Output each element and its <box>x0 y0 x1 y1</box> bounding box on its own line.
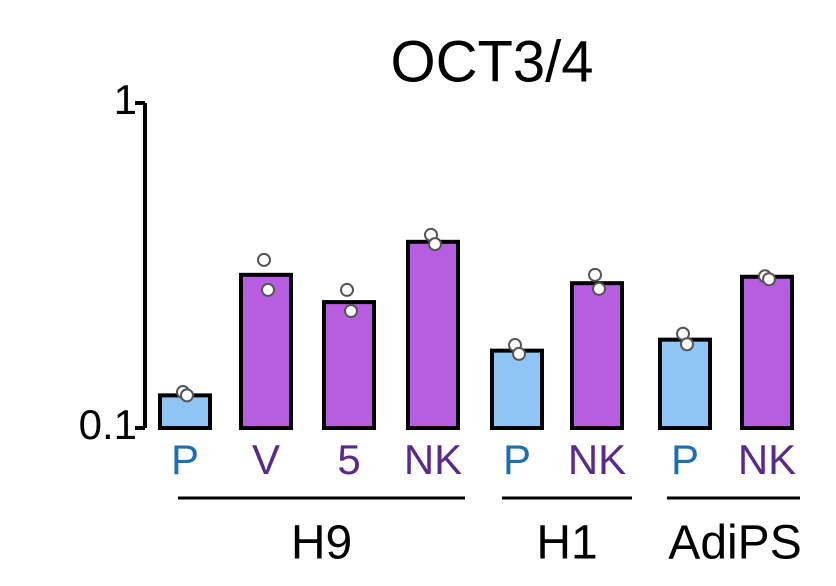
x-tick-label: P <box>503 436 531 483</box>
bar <box>570 281 624 430</box>
bar <box>740 274 794 430</box>
x-tick-label: P <box>671 436 699 483</box>
bar <box>406 239 460 430</box>
data-point <box>257 252 271 267</box>
data-point <box>762 272 776 287</box>
x-tick-label: 5 <box>337 436 360 483</box>
x-tick-label: NK <box>404 436 462 483</box>
x-tick-label: P <box>171 436 199 483</box>
data-point <box>428 237 442 252</box>
y-tick-label: 1 <box>114 76 137 123</box>
group-label: H1 <box>536 517 597 570</box>
chart-title: OCT3/4 <box>390 29 593 94</box>
group-label: H9 <box>291 517 352 570</box>
bar <box>490 348 544 430</box>
data-point <box>340 282 354 297</box>
group-label: AdiPS <box>668 517 801 570</box>
x-tick-label: V <box>252 436 280 483</box>
bar <box>239 272 293 430</box>
y-tick-label: 0.1 <box>79 401 137 448</box>
data-point <box>512 346 526 361</box>
data-point <box>680 337 694 352</box>
data-point <box>592 281 606 296</box>
data-point <box>180 388 194 403</box>
data-point <box>261 282 275 297</box>
data-point <box>344 304 358 319</box>
x-tick-label: NK <box>738 436 796 483</box>
x-tick-label: NK <box>568 436 626 483</box>
bar <box>322 300 376 430</box>
data-point <box>588 267 602 282</box>
bar <box>658 337 712 431</box>
